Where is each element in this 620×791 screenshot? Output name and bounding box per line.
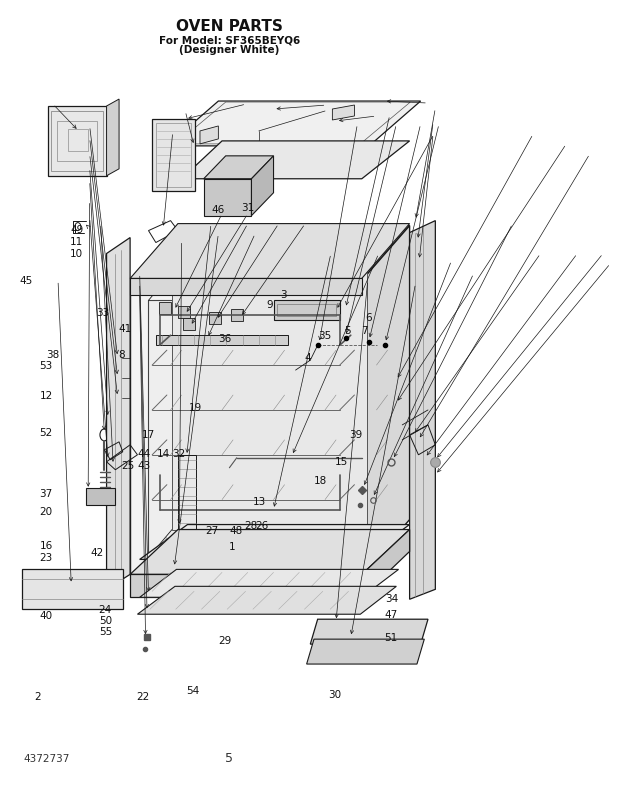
Polygon shape	[167, 101, 420, 146]
Polygon shape	[130, 529, 410, 574]
Text: 19: 19	[188, 403, 202, 413]
Polygon shape	[362, 225, 410, 574]
Text: 20: 20	[40, 507, 53, 517]
Text: 38: 38	[46, 350, 59, 360]
Polygon shape	[22, 570, 123, 609]
Polygon shape	[200, 126, 218, 144]
Text: 48: 48	[229, 526, 243, 536]
Text: 42: 42	[91, 548, 104, 558]
Text: 17: 17	[141, 430, 155, 440]
Polygon shape	[273, 301, 340, 320]
Polygon shape	[307, 639, 424, 664]
Text: 30: 30	[328, 690, 341, 700]
Text: 2: 2	[35, 692, 41, 702]
Text: 14: 14	[157, 448, 170, 459]
Text: 8: 8	[118, 350, 125, 360]
Text: 44: 44	[138, 448, 151, 459]
Text: 4372737: 4372737	[24, 754, 70, 764]
Text: For Model: SF365BEYQ6: For Model: SF365BEYQ6	[159, 36, 300, 45]
Polygon shape	[130, 280, 362, 574]
Polygon shape	[182, 141, 410, 179]
Polygon shape	[152, 119, 195, 191]
Text: 49: 49	[70, 225, 83, 235]
Text: 54: 54	[186, 686, 200, 696]
Polygon shape	[130, 574, 362, 597]
Text: 55: 55	[99, 627, 112, 637]
Polygon shape	[209, 312, 221, 324]
Polygon shape	[156, 335, 288, 345]
Polygon shape	[252, 156, 273, 216]
Polygon shape	[362, 529, 410, 597]
Text: 35: 35	[319, 331, 332, 342]
Text: 18: 18	[314, 475, 327, 486]
Text: 50: 50	[99, 616, 112, 626]
Text: 3: 3	[280, 290, 286, 300]
Text: 28: 28	[244, 520, 257, 531]
Text: 51: 51	[384, 634, 398, 643]
Text: 25: 25	[122, 461, 135, 471]
Text: OVEN PARTS: OVEN PARTS	[176, 19, 283, 34]
Text: 12: 12	[40, 391, 53, 400]
Polygon shape	[140, 524, 410, 559]
Polygon shape	[138, 586, 396, 615]
Text: 4: 4	[304, 353, 311, 362]
Polygon shape	[156, 567, 273, 579]
Polygon shape	[86, 488, 115, 505]
Text: 46: 46	[211, 206, 224, 215]
Polygon shape	[203, 156, 273, 179]
Text: 53: 53	[40, 361, 53, 370]
Polygon shape	[159, 302, 170, 314]
Polygon shape	[410, 221, 435, 600]
Text: 34: 34	[384, 594, 398, 604]
Text: 23: 23	[40, 553, 53, 563]
Polygon shape	[130, 224, 410, 278]
Text: 6: 6	[365, 313, 372, 324]
Text: 1: 1	[228, 542, 235, 552]
Polygon shape	[149, 301, 343, 558]
Polygon shape	[310, 619, 428, 644]
Text: 37: 37	[40, 489, 53, 499]
Text: 47: 47	[384, 610, 398, 619]
Text: 11: 11	[70, 237, 83, 247]
Polygon shape	[172, 272, 367, 529]
Text: 16: 16	[40, 541, 53, 551]
Text: 43: 43	[138, 461, 151, 471]
Text: 7: 7	[361, 326, 367, 336]
Text: 40: 40	[40, 611, 53, 621]
Text: 32: 32	[172, 448, 186, 459]
Text: 27: 27	[205, 526, 219, 536]
Text: 52: 52	[40, 429, 53, 438]
Text: 26: 26	[255, 520, 269, 531]
Text: 5: 5	[345, 326, 352, 336]
Polygon shape	[231, 309, 242, 321]
Text: 15: 15	[335, 456, 348, 467]
Polygon shape	[332, 105, 355, 120]
Polygon shape	[130, 225, 410, 280]
Text: 9: 9	[266, 300, 273, 310]
Polygon shape	[107, 99, 119, 176]
Text: 33: 33	[96, 308, 109, 318]
Text: 39: 39	[350, 430, 363, 440]
Polygon shape	[203, 179, 252, 216]
Polygon shape	[178, 306, 190, 318]
Text: 45: 45	[20, 276, 33, 286]
Text: 24: 24	[99, 605, 112, 615]
Polygon shape	[107, 237, 130, 589]
Polygon shape	[130, 278, 362, 295]
Text: 31: 31	[241, 203, 254, 213]
Text: 5: 5	[226, 752, 233, 765]
Polygon shape	[48, 106, 107, 176]
Text: 22: 22	[136, 692, 149, 702]
Text: 36: 36	[218, 334, 231, 344]
Polygon shape	[140, 570, 399, 597]
Text: 13: 13	[252, 497, 265, 507]
Text: (Designer White): (Designer White)	[179, 45, 280, 55]
Text: 41: 41	[119, 324, 132, 334]
Text: 10: 10	[70, 248, 83, 259]
Polygon shape	[183, 318, 195, 330]
Text: 29: 29	[218, 637, 231, 646]
